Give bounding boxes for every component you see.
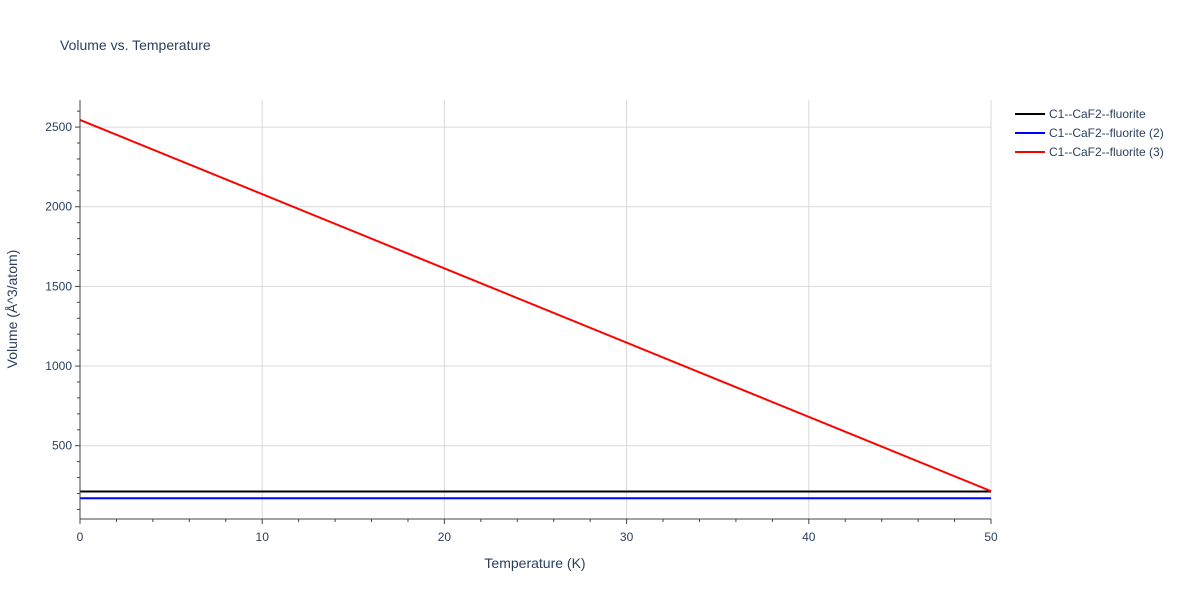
x-tick-label: 40 — [802, 530, 816, 544]
x-tick-label: 0 — [77, 530, 84, 544]
y-axis-title: Volume (Å^3/atom) — [4, 250, 20, 369]
y-tick-label: 1000 — [45, 359, 72, 373]
legend: C1--CaF2--fluorite C1--CaF2--fluorite (2)… — [1015, 107, 1164, 159]
x-axis-title: Temperature (K) — [484, 555, 585, 571]
x-tick-label: 20 — [438, 530, 452, 544]
legend-label-2: C1--CaF2--fluorite (2) — [1049, 126, 1164, 140]
y-tick-label: 2000 — [45, 200, 72, 214]
x-tick-label: 10 — [256, 530, 270, 544]
chart-title: Volume vs. Temperature — [60, 37, 211, 53]
axis-layer: 0 10 20 30 40 50 500 1000 1500 2000 2500 — [45, 100, 998, 544]
series-layer — [79, 118, 992, 500]
legend-label-1: C1--CaF2--fluorite — [1049, 107, 1146, 121]
grid-layer — [80, 100, 992, 519]
y-tick-label: 1500 — [45, 279, 72, 293]
x-tick-label: 50 — [984, 530, 998, 544]
y-tick-label: 500 — [52, 439, 72, 453]
x-tick-label: 30 — [620, 530, 634, 544]
series-line-3 — [79, 118, 992, 493]
y-tick-label: 2500 — [45, 120, 72, 134]
legend-label-3: C1--CaF2--fluorite (3) — [1049, 145, 1164, 159]
